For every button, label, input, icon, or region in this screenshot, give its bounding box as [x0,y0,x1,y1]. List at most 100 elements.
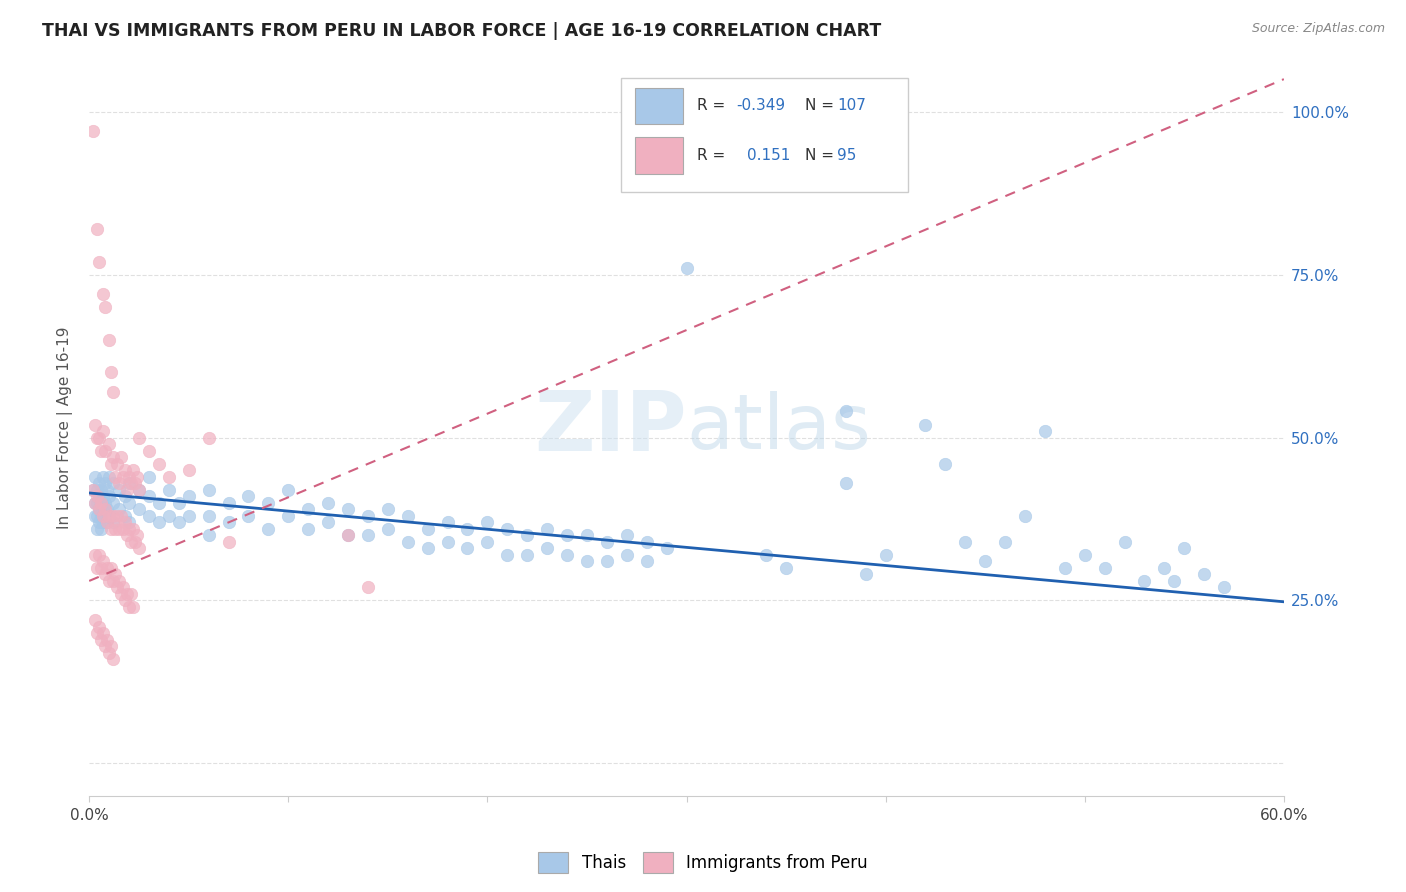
Point [337,528,360,542]
Point [616,528,638,542]
Point [114,508,136,523]
Point [297,522,319,536]
Point [110,508,132,523]
FancyBboxPatch shape [636,136,683,174]
Point [105,457,128,471]
Point [655,541,678,556]
Point [108,574,131,588]
Point [100,522,122,536]
Point [138,469,160,483]
Point [357,508,380,523]
Point [98,646,121,660]
Point [98,469,121,483]
Point [110,587,132,601]
Point [91,554,114,568]
Point [496,548,519,562]
Point [111,469,134,483]
Text: R =: R = [697,98,730,113]
Point [87,431,110,445]
Point [101,574,124,588]
Point [94,496,117,510]
Point [416,541,439,556]
Point [115,587,138,601]
Point [596,534,619,549]
Point [91,516,114,530]
FancyBboxPatch shape [636,87,683,124]
Point [90,443,112,458]
Point [91,508,114,523]
Point [555,548,578,562]
Point [835,404,858,418]
Point [114,463,136,477]
Point [84,548,107,562]
Point [955,534,977,549]
Point [1163,574,1185,588]
Point [122,463,145,477]
Point [197,431,219,445]
Point [167,516,190,530]
Point [575,554,598,568]
Text: 107: 107 [837,98,866,113]
Point [1114,534,1136,549]
Point [120,534,142,549]
Point [755,548,778,562]
Text: N =: N = [804,148,838,163]
Point [98,437,121,451]
Point [994,534,1017,549]
Point [86,561,108,575]
Point [82,483,104,497]
Point [477,534,499,549]
Point [775,561,797,575]
Point [122,599,145,614]
Text: N =: N = [804,98,838,113]
Point [974,554,997,568]
Point [96,502,118,516]
Point [536,522,558,536]
Point [90,632,112,647]
FancyBboxPatch shape [621,78,907,192]
Point [108,502,131,516]
Point [90,522,112,536]
Point [108,522,131,536]
Point [87,254,110,268]
Point [94,300,117,314]
Point [297,502,319,516]
Point [94,502,117,516]
Point [90,508,112,523]
Point [96,483,118,497]
Point [516,548,538,562]
Point [456,522,478,536]
Point [1153,561,1175,575]
Point [84,417,107,432]
Point [357,581,380,595]
Point [114,516,136,530]
Point [138,508,160,523]
Point [316,516,339,530]
Point [197,528,219,542]
Point [436,516,458,530]
Point [914,417,936,432]
Point [128,502,150,516]
Point [87,619,110,633]
Point [835,476,858,491]
Point [1213,581,1236,595]
Point [101,450,124,464]
Point [101,508,124,523]
Point [104,567,127,582]
Point [98,508,121,523]
Point [86,496,108,510]
Point [1053,561,1076,575]
Point [1094,561,1116,575]
Point [98,574,121,588]
Point [87,548,110,562]
Point [575,528,598,542]
Point [94,639,117,653]
Point [316,496,339,510]
Text: Source: ZipAtlas.com: Source: ZipAtlas.com [1251,22,1385,36]
Point [86,508,108,523]
Point [337,528,360,542]
Point [197,483,219,497]
Point [177,508,200,523]
Point [101,384,124,399]
Point [91,489,114,503]
